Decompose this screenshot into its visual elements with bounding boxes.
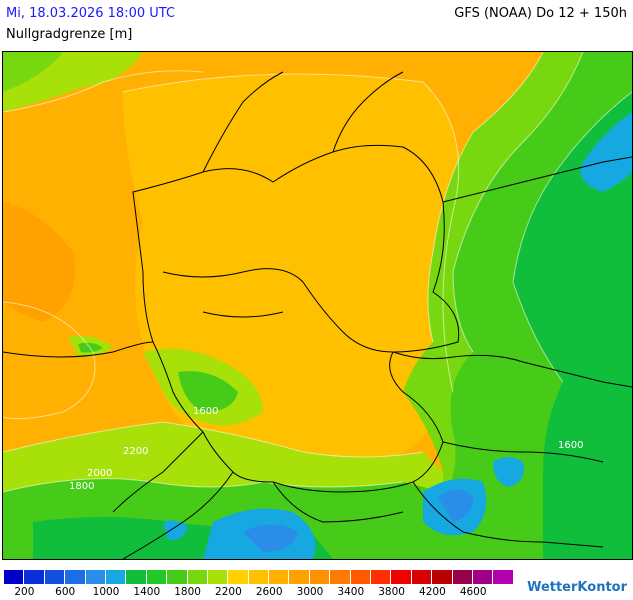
legend-swatch	[493, 570, 514, 584]
legend-tick-label: 4200	[419, 586, 446, 598]
contour-label-1800: 1800	[69, 481, 94, 492]
legend-swatch	[432, 570, 453, 584]
legend-swatch	[411, 570, 433, 584]
legend-swatch	[187, 570, 208, 584]
legend-swatch	[85, 570, 106, 584]
legend-swatch	[472, 570, 494, 584]
legend-tick-labels: 200 600 1000 1400 1800 2200 2600 3000 3400 3800 42…	[0, 586, 520, 600]
legend-swatch	[65, 570, 86, 584]
legend-swatch	[330, 570, 351, 584]
contour-label-2000: 2000	[87, 468, 112, 479]
contour-label-1600-west: 1600	[193, 406, 218, 417]
contour-label-1600-east: 1600	[558, 440, 583, 451]
legend-tick-label: 1800	[174, 586, 201, 598]
legend-tick-label: 4600	[459, 586, 487, 598]
map-canvas: 1600 2200 2000 1800 1600	[3, 52, 632, 559]
legend-tick-label: 3400	[337, 586, 365, 598]
legend-swatch	[228, 570, 249, 584]
legend-swatch	[207, 570, 229, 584]
parameter-title: Nullgradgrenze [m]	[6, 27, 133, 42]
legend-tick-label: 1000	[92, 586, 120, 598]
legend-swatch	[44, 570, 66, 584]
legend-tick-label: 2200	[215, 586, 242, 598]
legend-swatch	[289, 570, 310, 584]
legend-swatch	[452, 570, 473, 584]
legend-swatch	[269, 570, 290, 584]
legend-tick-label: 2600	[255, 586, 283, 598]
legend-tick-label: 1400	[133, 586, 161, 598]
legend-swatch	[126, 570, 147, 584]
legend-swatch	[371, 570, 392, 584]
freezing-level-map: 1600 2200 2000 1800 1600	[2, 51, 633, 560]
legend-swatch	[309, 570, 331, 584]
legend-tick-label: 200	[14, 586, 35, 598]
legend-swatch	[4, 570, 25, 584]
legend-swatch	[391, 570, 412, 584]
legend-swatch	[248, 570, 270, 584]
legend-swatch	[146, 570, 168, 584]
legend-tick-label: 600	[55, 586, 76, 598]
model-run-label: GFS (NOAA) Do 12 + 150h	[454, 6, 627, 21]
legend-swatch	[105, 570, 127, 584]
contour-label-2200: 2200	[123, 446, 148, 457]
forecast-datetime: Mi, 18.03.2026 18:00 UTC	[6, 6, 176, 21]
legend-tick-label: 3000	[296, 586, 324, 598]
legend-swatch	[24, 570, 45, 584]
legend-tick-label: 3800	[378, 586, 405, 598]
color-legend	[4, 570, 514, 584]
legend-swatch	[350, 570, 372, 584]
legend-swatch	[167, 570, 188, 584]
wetterkontor-logo: WetterKontor	[527, 580, 627, 595]
